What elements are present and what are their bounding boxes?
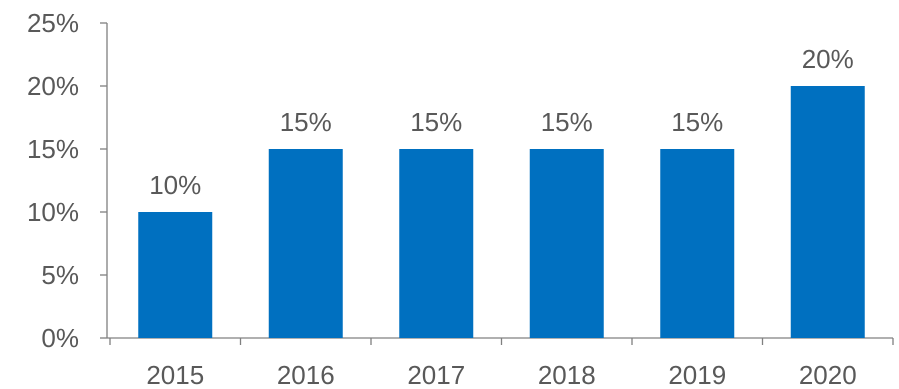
x-axis: 2015 2016 2017 2018 2019 2020 <box>107 337 894 389</box>
x-tick-label: 2016 <box>277 360 335 389</box>
data-label: 15% <box>541 107 593 137</box>
y-tick-label: 25% <box>27 8 79 38</box>
x-tick-label: 2015 <box>146 360 204 389</box>
data-labels: 10% 15% 15% 15% 15% 20% <box>149 44 854 200</box>
data-label: 20% <box>802 44 854 74</box>
bars <box>138 86 865 338</box>
bar <box>268 149 343 338</box>
data-label: 10% <box>149 170 201 200</box>
data-label: 15% <box>410 107 462 137</box>
y-tick-label: 15% <box>27 134 79 164</box>
data-label: 15% <box>280 107 332 137</box>
y-tick-label: 5% <box>41 260 79 290</box>
x-tick-label: 2019 <box>668 360 726 389</box>
bar <box>399 149 474 338</box>
x-tick-label: 2017 <box>407 360 465 389</box>
bar <box>529 149 604 338</box>
x-tick-label: 2020 <box>799 360 857 389</box>
bar <box>660 149 735 338</box>
y-tick-label: 20% <box>27 71 79 101</box>
x-tick-label: 2018 <box>538 360 596 389</box>
y-tick-label: 0% <box>41 323 79 353</box>
y-tick-label: 10% <box>27 197 79 227</box>
data-label: 15% <box>671 107 723 137</box>
bar <box>138 212 213 338</box>
y-axis: 0% 5% 10% 15% 20% 25% <box>27 8 108 353</box>
bar <box>790 86 865 338</box>
